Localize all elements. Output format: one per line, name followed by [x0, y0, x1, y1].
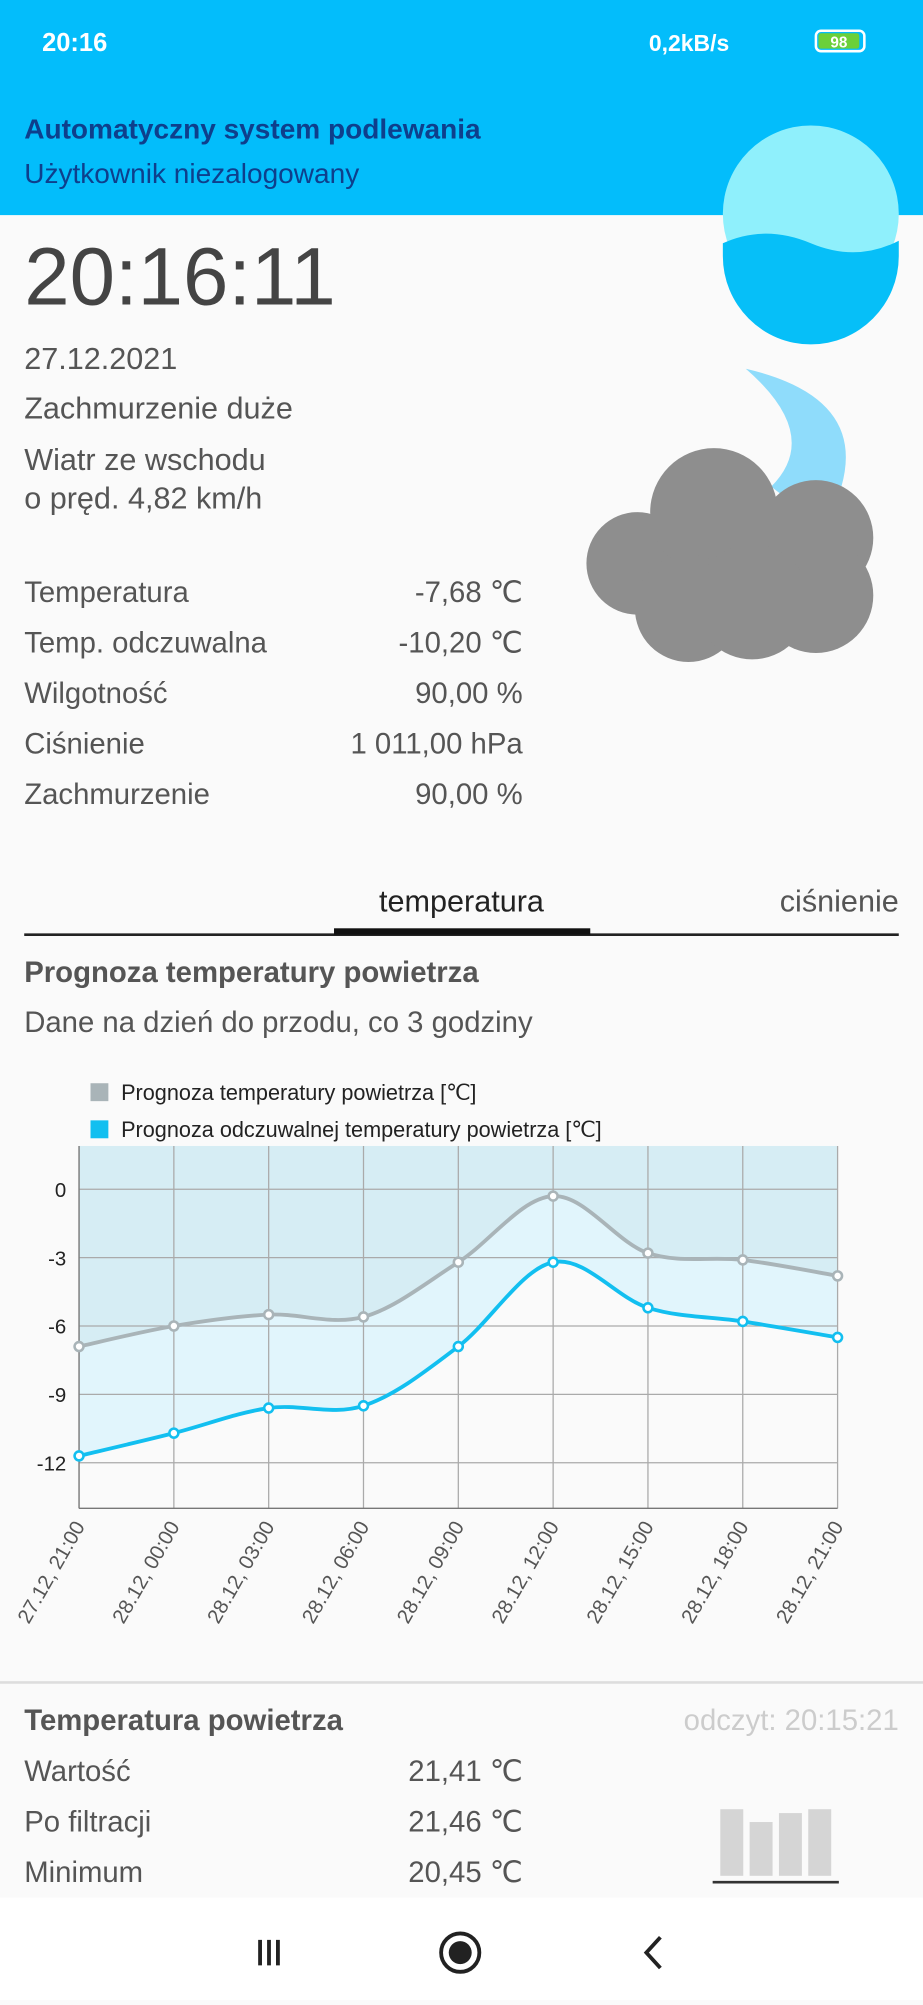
wind: Wiatr ze wschodu	[24, 443, 265, 477]
y-tick-label: -6	[48, 1316, 66, 1339]
row-label: Wilgotność	[24, 677, 167, 710]
point	[262, 1308, 275, 1321]
row-label: Zachmurzenie	[24, 778, 210, 811]
tab[interactable]: temperatura	[379, 885, 545, 919]
point	[737, 1315, 749, 1328]
point	[357, 1311, 370, 1323]
x-tick-label: 28.12, 15:00	[582, 1517, 659, 1627]
divider	[0, 1681, 923, 1684]
row-label: Temperatura	[24, 576, 189, 609]
point	[168, 1427, 180, 1439]
row-value: 90,00 %	[415, 677, 523, 710]
point	[73, 1450, 85, 1462]
point	[73, 1340, 85, 1353]
legend-label: Prognoza temperatury powietrza [℃]	[121, 1080, 476, 1105]
point	[831, 1331, 844, 1344]
y-tick-label: -3	[48, 1247, 66, 1270]
logo-wave	[722, 233, 899, 345]
point	[168, 1320, 180, 1332]
sensor-title: Temperatura powietrza	[24, 1704, 343, 1737]
x-tick-label: 28.12, 03:00	[203, 1517, 280, 1627]
point	[642, 1247, 654, 1259]
legend-swatch	[90, 1120, 109, 1139]
cloud-icon	[586, 448, 874, 662]
tab-indicator	[334, 928, 591, 935]
legend-label: Prognoza odczuwalnej temperatury powietr…	[121, 1117, 602, 1142]
y-tick-label: -12	[37, 1452, 66, 1475]
status-time: 20:16	[42, 29, 107, 57]
nav-icons[interactable]	[258, 1931, 662, 1974]
y-tick-label: 0	[55, 1179, 66, 1202]
battery-icon	[814, 29, 866, 53]
app-title: Automatyczny system podlewania	[24, 113, 481, 144]
sensor-value: 21,46 ℃	[408, 1806, 522, 1839]
row-value: -7,68 ℃	[415, 576, 523, 609]
point	[547, 1256, 559, 1268]
x-tick-label: 28.12, 00:00	[108, 1517, 185, 1627]
tab[interactable]: ciśnienie	[780, 885, 899, 919]
chart-subtitle: Dane na dzień do przodu, co 3 godziny	[24, 1006, 533, 1039]
x-tick-label: 28.12, 09:00	[392, 1517, 469, 1627]
row-value: 90,00 %	[415, 778, 523, 811]
x-tick-label: 28.12, 12:00	[487, 1517, 564, 1627]
row-value: 1 011,00 hPa	[350, 727, 523, 760]
sensor-label: Minimum	[24, 1856, 143, 1889]
status-speed: 0,2kB/s	[649, 30, 729, 56]
sensor-value: 21,41 ℃	[408, 1755, 522, 1788]
row-label: Ciśnienie	[24, 727, 145, 760]
app-subtitle: Użytkownik niezalogowany	[24, 158, 359, 189]
nav-home[interactable]	[448, 1941, 472, 1965]
y-tick-label: -9	[48, 1384, 66, 1407]
row-value: -10,20 ℃	[399, 626, 523, 659]
point	[357, 1400, 370, 1412]
point	[262, 1402, 275, 1414]
x-tick-label: 27.12, 21:00	[13, 1517, 90, 1627]
sensor-reading: odczyt: 20:15:21	[684, 1704, 899, 1737]
date: 27.12.2021	[24, 342, 177, 376]
point	[642, 1302, 654, 1314]
point	[737, 1254, 749, 1266]
battery-level: 98	[830, 34, 847, 51]
row-label: Temp. odczuwalna	[24, 626, 267, 659]
point	[452, 1340, 465, 1353]
sensor-value: 20,45 ℃	[408, 1856, 522, 1889]
battery-fill	[818, 33, 860, 49]
bar-icon	[720, 1809, 832, 1876]
legend-swatch	[90, 1083, 109, 1102]
wind-speed: o pręd. 4,82 km/h	[24, 481, 262, 515]
point	[547, 1190, 559, 1202]
point	[831, 1270, 844, 1282]
chart-title: Prognoza temperatury powietrza	[24, 956, 479, 989]
x-tick-label: 28.12, 21:00	[772, 1517, 849, 1627]
x-tick-label: 28.12, 18:00	[677, 1517, 754, 1627]
x-tick-label: 28.12, 06:00	[298, 1517, 375, 1627]
clouds: Zachmurzenie duże	[24, 392, 293, 426]
moon-icon	[745, 368, 846, 506]
point	[452, 1256, 465, 1268]
clock: 20:16:11	[24, 232, 335, 323]
sensor-label: Wartość	[24, 1755, 130, 1788]
sensor-label: Po filtracji	[24, 1806, 151, 1839]
